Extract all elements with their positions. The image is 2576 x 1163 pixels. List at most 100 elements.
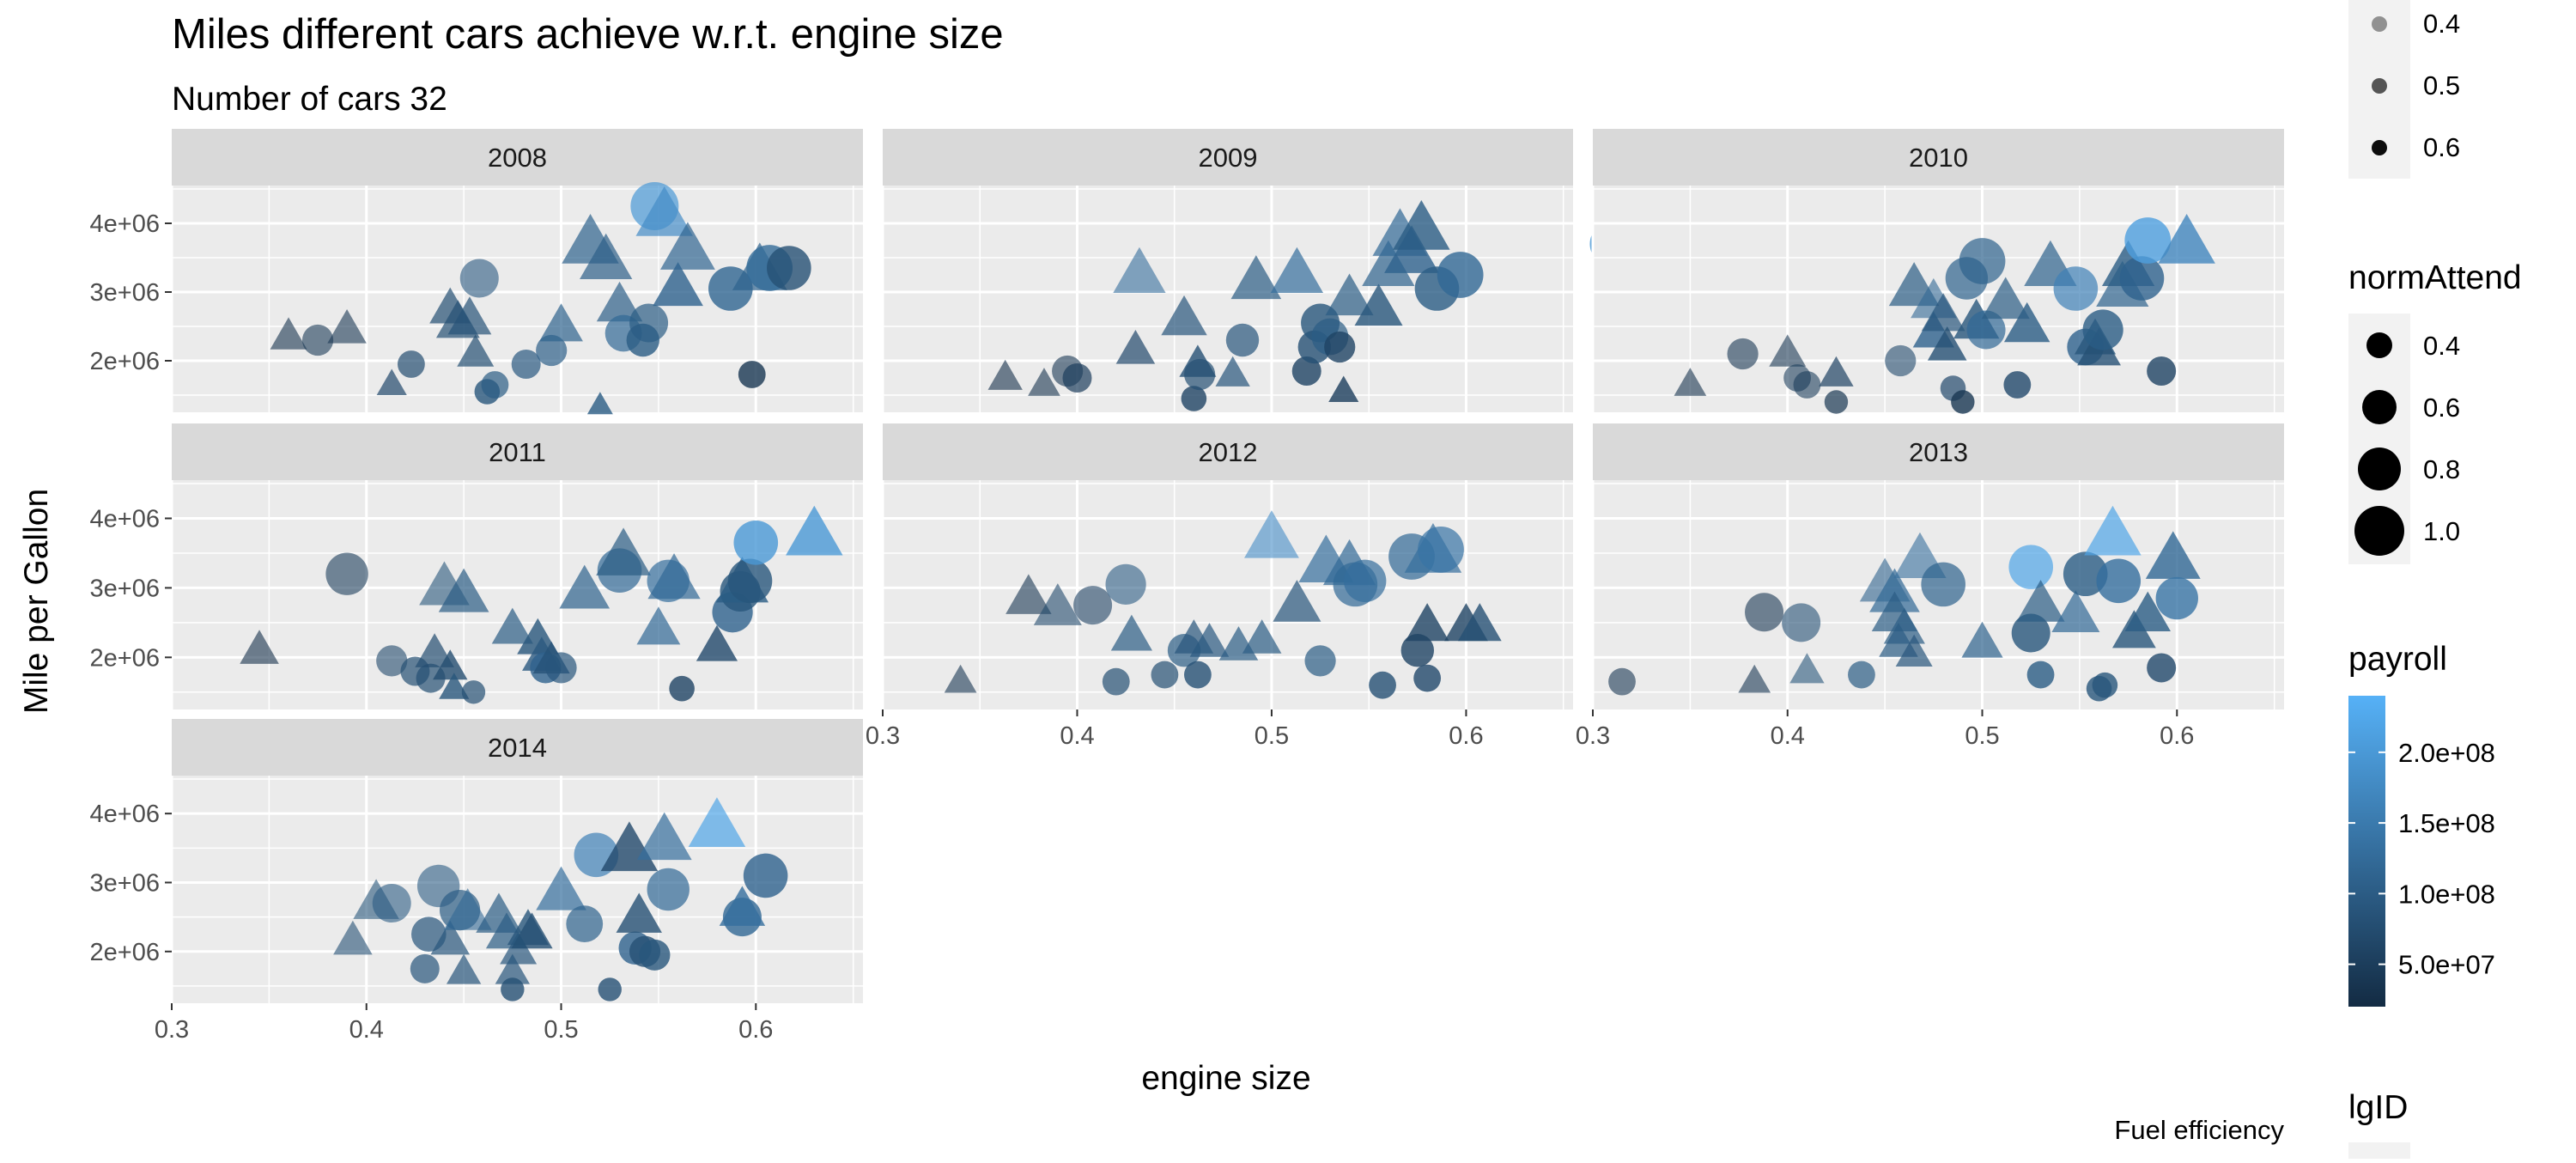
data-point: [270, 317, 307, 350]
panel-2012: 2012 0.3 0.4 0.5 0.6: [866, 423, 1573, 750]
panel-2011: 2011 2e+06 3e+06 4e+06: [90, 423, 863, 709]
data-point: [459, 259, 499, 298]
data-point: [1115, 330, 1156, 364]
panel-grid: [881, 480, 1573, 709]
data-point: [696, 624, 738, 661]
y-tick-label: 4e+06: [90, 801, 160, 828]
data-point: [240, 630, 279, 664]
data-point: [1413, 664, 1442, 692]
data-point: [376, 368, 407, 396]
data-point: [2016, 580, 2065, 622]
data-point: [1151, 661, 1179, 689]
data-point: [438, 568, 489, 612]
data-point: [598, 977, 622, 1002]
data-point: [2003, 371, 2032, 399]
data-point: [669, 675, 695, 702]
data-point: [1769, 334, 1807, 367]
size-legend-key: [2366, 332, 2392, 358]
data-point: [447, 296, 492, 335]
x-tick-label: 0.4: [1060, 722, 1094, 750]
x-tick-label: 0.4: [1771, 722, 1805, 750]
data-point: [1215, 356, 1250, 387]
data-point: [1102, 667, 1130, 696]
data-point: [1113, 247, 1166, 293]
data-point: [2008, 545, 2054, 589]
data-point: [1189, 623, 1230, 657]
panel-points: [944, 510, 1502, 699]
data-point: [647, 868, 690, 911]
data-point: [635, 186, 693, 236]
alpha-legend-label: 0.6: [2423, 132, 2460, 162]
alpha-legend-label: 0.5: [2423, 70, 2460, 100]
data-point: [495, 953, 531, 984]
data-point: [743, 853, 788, 898]
chart-subtitle: Number of cars 32: [172, 81, 447, 118]
data-point: [1161, 295, 1207, 336]
panel-strip-label: 2008: [488, 143, 547, 173]
data-point: [372, 884, 411, 923]
x-tick-label: 0.6: [738, 1016, 773, 1044]
data-point: [566, 905, 604, 943]
panel-strip-label: 2012: [1199, 437, 1258, 467]
data-point: [2003, 301, 2050, 343]
data-point: [2145, 531, 2201, 579]
panel-points: [1674, 214, 2215, 414]
data-point: [733, 521, 779, 565]
data-point: [1869, 568, 1920, 612]
data-point: [1230, 255, 1282, 300]
data-point: [410, 953, 440, 983]
data-point: [1184, 358, 1216, 391]
data-point: [1981, 277, 2030, 320]
x-tick-label: 0.3: [155, 1016, 189, 1044]
panel-points: [240, 505, 843, 704]
data-point: [629, 303, 669, 343]
data-point: [2096, 558, 2142, 604]
panel-points: [1608, 505, 2201, 702]
data-point: [461, 680, 486, 704]
legend-layer: 0.4 0.5 0.6 normAttend 0.4 0.6 0.8 1.0 payroll 2.…: [2348, 0, 2522, 1163]
data-point: [439, 673, 470, 699]
panel-strip-label: 2014: [488, 733, 547, 763]
y-tick-label: 2e+06: [90, 939, 160, 966]
size-legend-key: [2362, 390, 2397, 424]
y-tick-label: 3e+06: [90, 869, 160, 897]
data-point: [767, 246, 811, 290]
panel-points: [270, 182, 811, 415]
data-point: [2147, 356, 2177, 386]
data-point: [1073, 586, 1113, 625]
data-point: [1270, 247, 1324, 293]
data-point: [2158, 214, 2215, 264]
data-point: [2155, 576, 2198, 620]
x-tick-label: 0.6: [2160, 722, 2194, 750]
data-point: [2011, 613, 2050, 653]
size-legend-label: 0.8: [2423, 454, 2460, 484]
data-point: [501, 977, 525, 1002]
data-point: [1028, 368, 1060, 396]
size-legend-title: normAttend: [2348, 259, 2522, 296]
panel-strip-label: 2009: [1199, 143, 1258, 173]
y-tick-label: 3e+06: [90, 279, 160, 307]
color-legend-label: 1.0e+08: [2398, 879, 2495, 909]
size-legend-label: 0.4: [2423, 331, 2460, 361]
panel-2014: 2014 2e+06 3e+06 4e+06 0.3 0.4 0.5 0.6: [90, 719, 863, 1044]
data-point: [1782, 603, 1821, 642]
data-point: [1005, 574, 1052, 614]
panel-strip-label: 2010: [1909, 143, 1968, 173]
panel-strip: [172, 719, 863, 776]
data-point: [1789, 653, 1825, 684]
alpha-legend-key: [2372, 78, 2387, 94]
panel-grid: [1591, 186, 2284, 412]
panel-strip: [883, 129, 1573, 186]
data-point: [325, 552, 368, 595]
data-point: [1848, 661, 1875, 689]
data-point: [1242, 619, 1282, 654]
data-point: [1225, 323, 1260, 357]
data-point: [636, 606, 681, 645]
data-point: [727, 558, 773, 604]
alpha-legend-label: 0.4: [2423, 9, 2460, 39]
data-point: [1033, 583, 1082, 625]
data-point: [1674, 368, 1707, 396]
data-point: [1437, 252, 1484, 298]
data-point: [1457, 603, 1502, 642]
